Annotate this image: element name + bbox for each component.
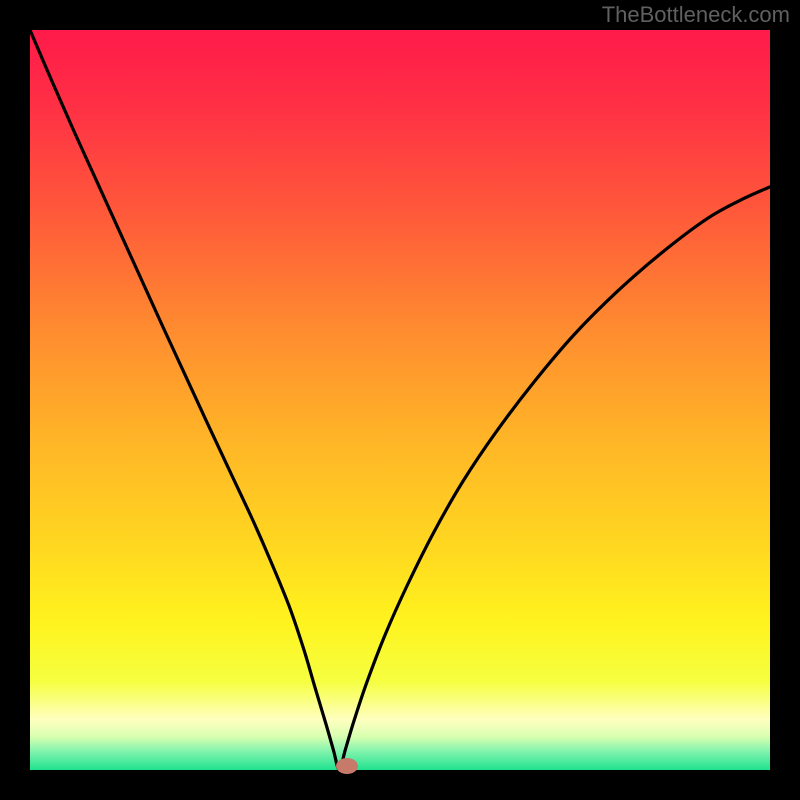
optimum-marker [336,758,358,774]
chart-plot-area [30,30,770,770]
attribution-text: TheBottleneck.com [602,2,790,28]
